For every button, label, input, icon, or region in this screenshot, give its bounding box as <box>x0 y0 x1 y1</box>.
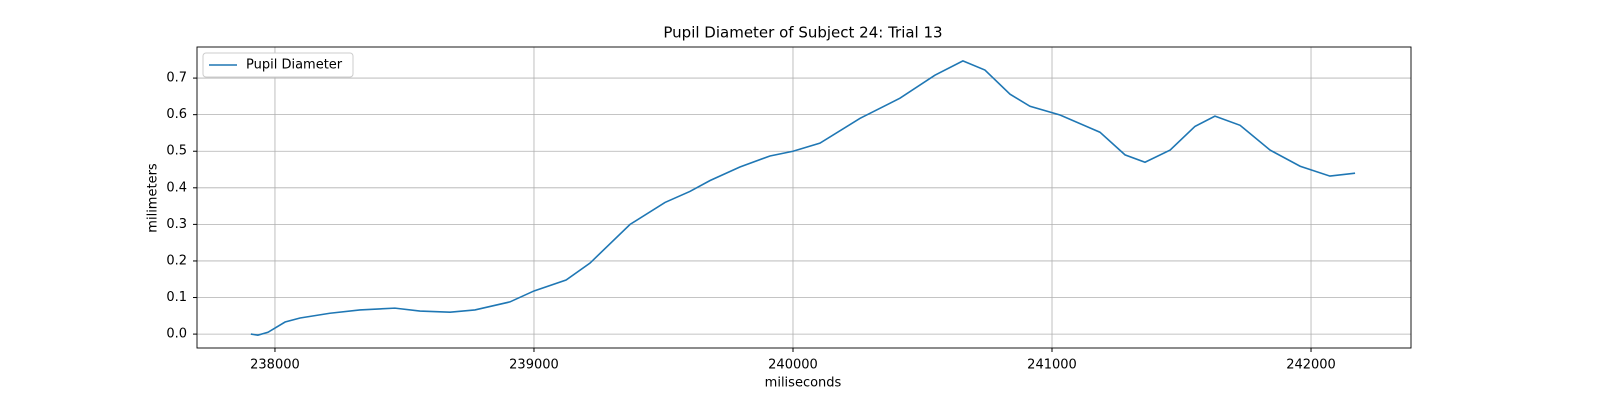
chart-title: Pupil Diameter of Subject 24: Trial 13 <box>663 24 942 42</box>
x-tick-label: 239000 <box>509 358 559 373</box>
y-tick-label: 0.4 <box>166 180 187 195</box>
x-axis-label: miliseconds <box>765 376 842 391</box>
y-axis-label: milimeters <box>146 163 161 233</box>
y-tick-label: 0.3 <box>166 217 187 232</box>
x-tick-label: 241000 <box>1027 358 1077 373</box>
y-tick-label: 0.5 <box>166 144 187 159</box>
y-tick-label: 0.2 <box>166 253 187 268</box>
y-tick-label: 0.0 <box>166 327 187 342</box>
legend-label: Pupil Diameter <box>246 58 343 73</box>
y-tick-label: 0.1 <box>166 290 187 305</box>
data-line <box>250 60 1356 337</box>
x-tick-label: 240000 <box>768 358 818 373</box>
legend-box <box>202 52 354 78</box>
y-tick-label: 0.7 <box>166 71 187 86</box>
plot-frame <box>196 46 1412 349</box>
y-tick-label: 0.6 <box>166 107 187 122</box>
x-tick-label: 242000 <box>1286 358 1336 373</box>
x-tick-label: 238000 <box>250 358 300 373</box>
